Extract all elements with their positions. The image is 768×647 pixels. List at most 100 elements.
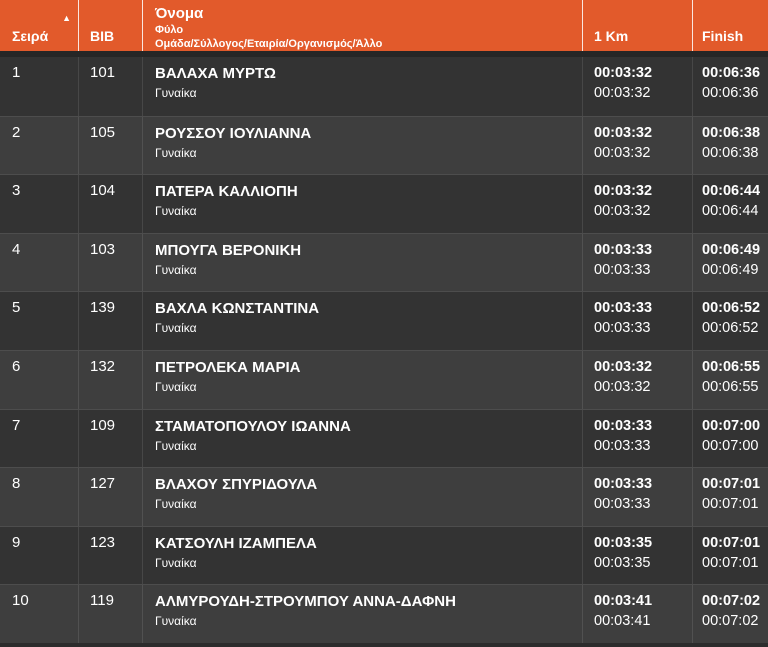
name-cell: ΚΑΤΣΟΥΛΗ ΙΖΑΜΠΕΛΑ Γυναίκα [143,526,583,585]
runner-gender: Γυναίκα [155,86,197,100]
finish-time-secondary: 00:07:00 [702,437,759,454]
column-header-bib[interactable]: BIB [79,0,143,51]
1km-time-secondary: 00:03:32 [594,85,651,101]
1km-split-cell: 00:03:35 00:03:35 [583,526,693,585]
sort-ascending-icon[interactable]: ▲ [62,13,71,23]
finish-time-primary: 00:06:55 [702,358,761,375]
rank-value: 7 [12,416,21,434]
table-row[interactable]: 6 132 ΠΕΤΡΟΛΕΚΑ ΜΑΡΙΑ Γυναίκα 00:03:32 0… [0,349,768,409]
finish-time-cell: 00:07:01 00:07:01 [693,527,768,585]
table-row[interactable]: 7 109 ΣΤΑΜΑΤΟΠΟΥΛΟΥ ΙΩΑΝΝΑ Γυναίκα 00:03… [0,408,768,468]
1km-time-primary: 00:03:41 [594,593,653,610]
finish-time-cell: 00:06:49 00:06:49 [693,234,768,292]
finish-time-cell: 00:06:55 00:06:55 [693,351,768,409]
finish-time-secondary: 00:06:36 [702,85,759,101]
rank-cell: 7 [0,409,79,468]
1km-time-primary: 00:03:33 [594,241,653,258]
1km-time-secondary: 00:03:35 [594,554,651,571]
1km-time-secondary: 00:03:33 [594,437,651,454]
finish-time-primary: 00:06:52 [702,300,761,317]
table-row[interactable]: 10 119 ΑΛΜΥΡΟΥΔΗ-ΣΤΡΟΥΜΠΟΥ ΑΝΝΑ-ΔΑΦΝΗ Γυ… [0,584,768,643]
bib-cell: 127 [79,468,143,526]
bib-cell: 139 [79,292,143,350]
runner-gender: Γυναίκα [155,555,197,570]
table-row[interactable]: 5 139 ΒΑΧΛΑ ΚΩΝΣΤΑΝΤΙΝΑ Γυναίκα 00:03:33… [0,291,768,350]
1km-time-secondary: 00:03:32 [594,144,651,161]
runner-name: ΒΛΑΧΟΥ ΣΠΥΡΙΔΟΥΛΑ [155,476,318,494]
table-body: 1 101 ΒΑΛΑΧΑ ΜΥΡΤΩ Γυναίκα 00:03:32 00:0… [0,57,768,643]
runner-gender: Γυναίκα [155,321,197,336]
bib-cell: 103 [79,233,143,292]
finish-time-primary: 00:07:01 [702,476,761,493]
1km-time-primary: 00:03:32 [594,65,653,81]
finish-time-cell: 00:06:36 00:06:36 [693,57,768,116]
finish-time-cell: 00:06:52 00:06:52 [693,292,768,350]
table-header-row: Σειρά ▲ BIB Όνομα Φύλο Ομάδα/Σύλλογος/Ετ… [0,0,768,51]
name-cell: ΑΛΜΥΡΟΥΔΗ-ΣΤΡΟΥΜΠΟΥ ΑΝΝΑ-ΔΑΦΝΗ Γυναίκα [143,585,583,643]
bib-value: 105 [90,123,116,141]
bib-cell: 101 [79,57,143,116]
rank-cell: 1 [0,57,79,116]
1km-split-cell: 00:03:41 00:03:41 [583,585,693,643]
finish-time-primary: 00:07:00 [702,417,761,434]
rank-value: 5 [12,299,21,317]
table-row[interactable]: 4 103 ΜΠΟΥΓΑ ΒΕΡΟΝΙΚΗ Γυναίκα 00:03:33 0… [0,232,768,292]
1km-time-secondary: 00:03:32 [594,378,651,395]
rank-cell: 5 [0,292,79,350]
column-header-name[interactable]: Όνομα Φύλο Ομάδα/Σύλλογος/Εταιρία/Οργανι… [143,0,583,51]
name-cell: ΜΠΟΥΓΑ ΒΕΡΟΝΙΚΗ Γυναίκα [143,233,583,292]
1km-time-secondary: 00:03:41 [594,613,651,630]
1km-time-primary: 00:03:32 [594,124,653,141]
bib-value: 132 [90,357,116,375]
rank-value: 1 [12,64,21,81]
finish-time-secondary: 00:06:49 [702,261,759,278]
bib-value: 104 [90,182,116,200]
1km-split-cell: 00:03:33 00:03:33 [583,292,693,350]
finish-time-primary: 00:06:49 [702,241,761,258]
finish-time-secondary: 00:07:01 [702,496,759,513]
runner-gender: Γυναίκα [155,379,197,394]
1km-time-secondary: 00:03:32 [594,203,651,220]
1km-split-cell: 00:03:32 00:03:32 [583,350,693,409]
1km-time-secondary: 00:03:33 [594,261,651,278]
finish-time-primary: 00:06:44 [702,183,761,200]
finish-time-cell: 00:06:38 00:06:38 [693,117,768,175]
bib-cell: 119 [79,585,143,643]
finish-time-secondary: 00:06:55 [702,378,759,395]
bib-value: 103 [90,240,116,258]
name-cell: ΣΤΑΜΑΤΟΠΟΥΛΟΥ ΙΩΑΝΝΑ Γυναίκα [143,409,583,468]
1km-split-cell: 00:03:32 00:03:32 [583,116,693,175]
table-row[interactable]: 1 101 ΒΑΛΑΧΑ ΜΥΡΤΩ Γυναίκα 00:03:32 00:0… [0,57,768,116]
column-header-rank[interactable]: Σειρά ▲ [0,0,79,51]
column-header-finish[interactable]: Finish [693,0,768,51]
bib-value: 127 [90,475,116,493]
rank-cell: 10 [0,585,79,643]
runner-name: ΜΠΟΥΓΑ ΒΕΡΟΝΙΚΗ [155,241,302,259]
column-header-1km[interactable]: 1 Km [583,0,693,51]
column-header-name-label: Όνομα [155,5,204,22]
name-cell: ΠΕΤΡΟΛΕΚΑ ΜΑΡΙΑ Γυναίκα [143,350,583,409]
table-row[interactable]: 8 127 ΒΛΑΧΟΥ ΣΠΥΡΙΔΟΥΛΑ Γυναίκα 00:03:33… [0,467,768,526]
runner-name: ΡΟΥΣΣΟΥ ΙΟΥΛΙΑΝΝΑ [155,124,312,142]
runner-name: ΒΑΧΛΑ ΚΩΝΣΤΑΝΤΙΝΑ [155,300,320,318]
finish-time-cell: 00:07:01 00:07:01 [693,468,768,526]
rank-value: 10 [12,592,29,610]
name-cell: ΒΛΑΧΟΥ ΣΠΥΡΙΔΟΥΛΑ Γυναίκα [143,468,583,526]
finish-time-primary: 00:06:38 [702,124,761,141]
table-row[interactable]: 9 123 ΚΑΤΣΟΥΛΗ ΙΖΑΜΠΕΛΑ Γυναίκα 00:03:35… [0,525,768,585]
1km-split-cell: 00:03:33 00:03:33 [583,468,693,526]
rank-cell: 9 [0,526,79,585]
runner-name: ΚΑΤΣΟΥΛΗ ΙΖΑΜΠΕΛΑ [155,534,317,552]
1km-time-primary: 00:03:33 [594,476,653,493]
name-cell: ΒΑΧΛΑ ΚΩΝΣΤΑΝΤΙΝΑ Γυναίκα [143,292,583,350]
1km-time-secondary: 00:03:33 [594,320,651,337]
column-header-gender-label: Φύλο [155,24,184,36]
table-row[interactable]: 2 105 ΡΟΥΣΣΟΥ ΙΟΥΛΙΑΝΝΑ Γυναίκα 00:03:32… [0,115,768,175]
table-row[interactable]: 3 104 ΠΑΤΕΡΑ ΚΑΛΛΙΟΠΗ Γυναίκα 00:03:32 0… [0,174,768,233]
runner-gender: Γυναίκα [155,614,197,629]
finish-time-primary: 00:07:02 [702,593,761,610]
rank-value: 8 [12,475,21,493]
runner-name: ΣΤΑΜΑΤΟΠΟΥΛΟΥ ΙΩΑΝΝΑ [155,417,351,435]
runner-name: ΠΑΤΕΡΑ ΚΑΛΛΙΟΠΗ [155,183,298,201]
